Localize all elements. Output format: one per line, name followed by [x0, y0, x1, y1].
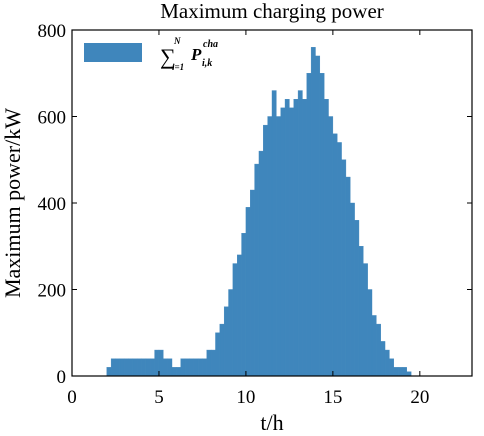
legend-swatch — [84, 43, 142, 62]
y-tick-label: 0 — [57, 367, 67, 388]
bar — [319, 73, 325, 377]
x-axis-label: t/h — [260, 410, 283, 435]
bar — [137, 358, 142, 377]
bar — [171, 367, 177, 377]
bar — [297, 90, 303, 377]
bar — [376, 323, 381, 377]
y-axis-label: Maximum power/kW — [0, 108, 25, 298]
bar — [350, 202, 355, 377]
legend-text: i=1 — [172, 62, 184, 72]
bar — [271, 90, 277, 377]
bar — [310, 47, 316, 377]
bar — [280, 107, 286, 377]
bar — [363, 263, 368, 377]
bar — [189, 358, 194, 377]
bar — [210, 349, 216, 377]
bar — [215, 332, 221, 377]
bar — [154, 349, 160, 377]
y-tick-label: 400 — [38, 194, 67, 215]
x-tick-label: 5 — [154, 387, 164, 408]
bar — [158, 349, 164, 377]
bar — [132, 358, 138, 377]
bar — [241, 233, 247, 377]
bar — [284, 98, 290, 377]
bar — [141, 358, 147, 377]
bar — [176, 367, 181, 377]
bar — [106, 367, 112, 377]
bar — [367, 289, 373, 377]
bar — [341, 159, 347, 377]
bar — [323, 98, 329, 377]
bar — [302, 98, 307, 377]
bar — [254, 163, 260, 377]
bar — [345, 176, 351, 377]
bar — [354, 220, 360, 377]
bar — [206, 349, 212, 377]
bar — [406, 371, 412, 377]
x-tick-label: 20 — [410, 387, 429, 408]
bar — [389, 358, 394, 377]
bar — [110, 358, 116, 377]
bar — [232, 263, 238, 377]
bar — [267, 116, 273, 377]
bar — [276, 116, 281, 377]
bar — [393, 367, 399, 377]
legend-text: i,k — [202, 58, 212, 69]
bar — [219, 323, 225, 377]
bar — [380, 341, 386, 377]
x-tick-label: 10 — [236, 387, 255, 408]
bar — [384, 349, 390, 377]
bar — [332, 133, 338, 377]
bar — [328, 116, 334, 377]
bar — [150, 358, 155, 377]
bar — [167, 358, 173, 377]
bar — [228, 289, 234, 377]
legend-text: P — [190, 45, 202, 64]
y-tick-label: 800 — [38, 21, 67, 42]
bar — [237, 254, 242, 377]
bar — [397, 367, 403, 377]
legend-text: N — [173, 36, 181, 46]
bar — [193, 358, 199, 377]
chart-title: Maximum charging power — [160, 0, 384, 23]
bar — [358, 246, 364, 377]
bar — [223, 306, 229, 377]
bar — [145, 358, 151, 377]
bar — [263, 124, 268, 377]
bar — [123, 358, 129, 377]
bar — [293, 98, 299, 377]
bar — [289, 107, 294, 377]
bar — [184, 358, 190, 377]
x-tick-label: 0 — [67, 387, 77, 408]
bar — [250, 189, 255, 377]
bar — [245, 207, 251, 377]
legend-text: ∑ — [160, 44, 176, 69]
bar — [315, 55, 321, 377]
bar — [197, 358, 203, 377]
bar — [115, 358, 121, 377]
bar — [371, 315, 377, 377]
legend-text: cha — [203, 39, 218, 50]
bar — [258, 150, 264, 377]
y-tick-label: 600 — [38, 108, 67, 129]
bar — [163, 358, 168, 377]
bar — [128, 358, 134, 377]
bar — [119, 358, 125, 377]
x-tick-label: 15 — [323, 387, 342, 408]
bar — [402, 367, 407, 377]
legend: ∑i=1 NP i,k cha — [84, 36, 218, 72]
bar — [180, 358, 186, 377]
y-tick-label: 200 — [38, 281, 67, 302]
bar — [337, 142, 342, 377]
bar — [202, 358, 207, 377]
bar — [306, 73, 312, 377]
